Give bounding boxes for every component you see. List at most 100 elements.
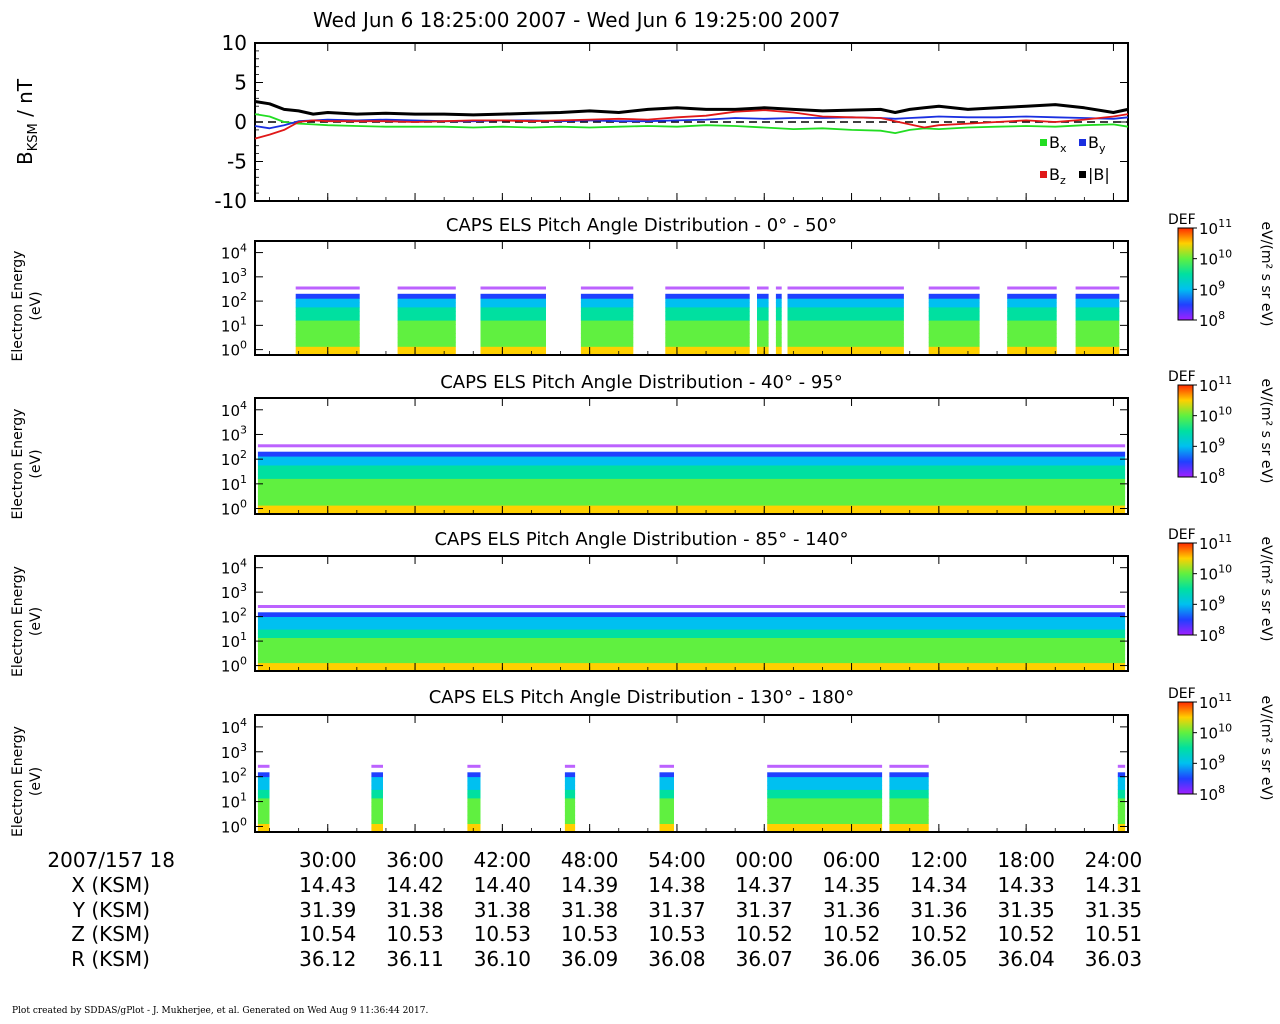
spectrogram-cell [665,346,750,352]
spectrogram-cell [1007,298,1057,304]
spec-ylabel-line1: Electron Energy [10,409,26,520]
spectrogram-cell [1007,306,1057,312]
spectrogram-cell [257,496,1126,502]
spectrogram-cell [397,350,456,356]
spectrogram-cell [257,780,270,786]
ephemeris-value: 10.54 [299,922,357,946]
ephemeris-value: 10.52 [735,922,793,946]
spectrogram-cell [787,346,904,352]
spectrogram-cell [1075,350,1120,356]
spectrogram-cell [257,772,270,778]
ephemeris-value: 31.37 [735,898,793,922]
time-tick-label: 54:00 [648,848,706,872]
spectrogram-noise [1117,764,1126,768]
spectrogram-cell [928,333,980,338]
spectrogram-cell [1075,302,1120,308]
spectrogram-noise [757,286,769,290]
spectrogram-cell [564,814,576,820]
spectrogram-cell [767,789,883,795]
spectrogram-cell [564,806,576,812]
spectrogram-cell [1117,823,1126,829]
ephemeris-value: 36.11 [386,947,444,971]
spectrogram-cell [257,666,1126,672]
spectrogram-cell [295,333,360,338]
spectrogram-cell [889,810,929,816]
colorbar-tick-label: 109 [1199,593,1225,614]
colorbar-tick-label: 108 [1199,466,1225,487]
spectrogram-cell [257,629,1126,634]
spectrogram-cell [1007,320,1057,325]
spectrogram-title: CAPS ELS Pitch Angle Distribution - 40° … [440,372,843,393]
spectrogram-cell [257,650,1126,655]
spectrogram-cell [257,456,1126,462]
spectrogram-cell [889,789,929,795]
spectrogram-cell [659,797,674,803]
spectrogram-cell [580,311,634,317]
spectrogram-cell [1007,333,1057,338]
spectrogram-cell [1075,333,1120,338]
ephemeris-value: 36.08 [648,947,706,971]
spectrogram-noise [257,764,270,768]
ephemeris-value: 10.52 [910,922,968,946]
spectrogram-cell [665,320,750,325]
spectrogram-cell [757,311,769,317]
spectrogram-cell [371,793,383,799]
spectrogram-cell [467,797,481,803]
time-tick-label: 48:00 [560,848,619,872]
spectrogram-cell [889,780,929,786]
legend-label-b_total: |B| [1088,165,1110,184]
spectrogram-cell [659,772,674,778]
spectrogram-cell [775,324,782,330]
spectrogram-cell [371,802,383,807]
spec-ylabel-line2: (eV) [28,767,44,796]
spectrogram-cell [767,810,883,816]
spec-ylabel-line2: (eV) [28,607,44,636]
spectrogram-cell [397,315,456,321]
spectrogram-cell [564,793,576,799]
spectrogram-cell [397,341,456,347]
colorbar-tick-label: 108 [1199,624,1225,645]
colorbar-tick-label: 1011 [1199,691,1232,712]
spectrogram-cell [665,328,750,334]
spectrogram-cell [580,293,634,299]
spectrogram-cell [371,789,383,795]
colorbar-unit: eV/(m² s sr eV) [1258,537,1274,642]
spectrogram-cell [787,341,904,347]
spec-ytick-label: 104 [221,399,247,420]
spec-ytick-label: 102 [221,606,247,627]
spectrogram-cell [767,823,883,829]
spectrogram-frame [254,240,1129,356]
ephemeris-row-label: Z (KSM) [71,922,150,946]
spectrogram-cell [775,346,782,352]
spec-ylabel-line2: (eV) [28,449,44,478]
colorbar-label: DEF [1168,212,1196,228]
ephemeris-value: 31.37 [648,898,706,922]
spectrogram-cell [787,302,904,308]
spectrogram-cell [787,350,904,356]
ephemeris-value: 10.53 [648,922,706,946]
spectrogram-noise [397,286,456,290]
spectrogram-cell [757,341,769,347]
colorbar-tick-label: 1010 [1199,405,1232,426]
spectrogram-cell [665,350,750,356]
ephemeris-value: 36.04 [997,947,1055,971]
spectrogram-cell [257,637,1126,643]
spec-ytick-label: 103 [221,581,247,602]
spectrogram-cell [767,797,883,803]
ephemeris-value: 36.03 [1084,947,1143,971]
spectrogram-cell [775,302,782,308]
ephemeris-row-label: R (KSM) [71,947,150,971]
ephemeris-value: 36.05 [910,947,968,971]
spectrogram-cell [1117,802,1126,807]
spectrogram-noise [1007,286,1057,290]
spectrogram-cell [397,302,456,308]
series-line-bx [254,113,1129,135]
time-tick-label: 30:00 [298,848,357,872]
spectrogram-cell [787,333,904,338]
plot-title: Wed Jun 6 18:25:00 2007 - Wed Jun 6 19:2… [313,8,841,32]
spec-ytick-label: 100 [221,815,247,836]
colorbar-label: DEF [1168,686,1196,702]
spectrogram-noise [580,286,634,290]
spectrogram-cell [1117,819,1126,824]
ephemeris-value: 31.38 [473,898,531,922]
